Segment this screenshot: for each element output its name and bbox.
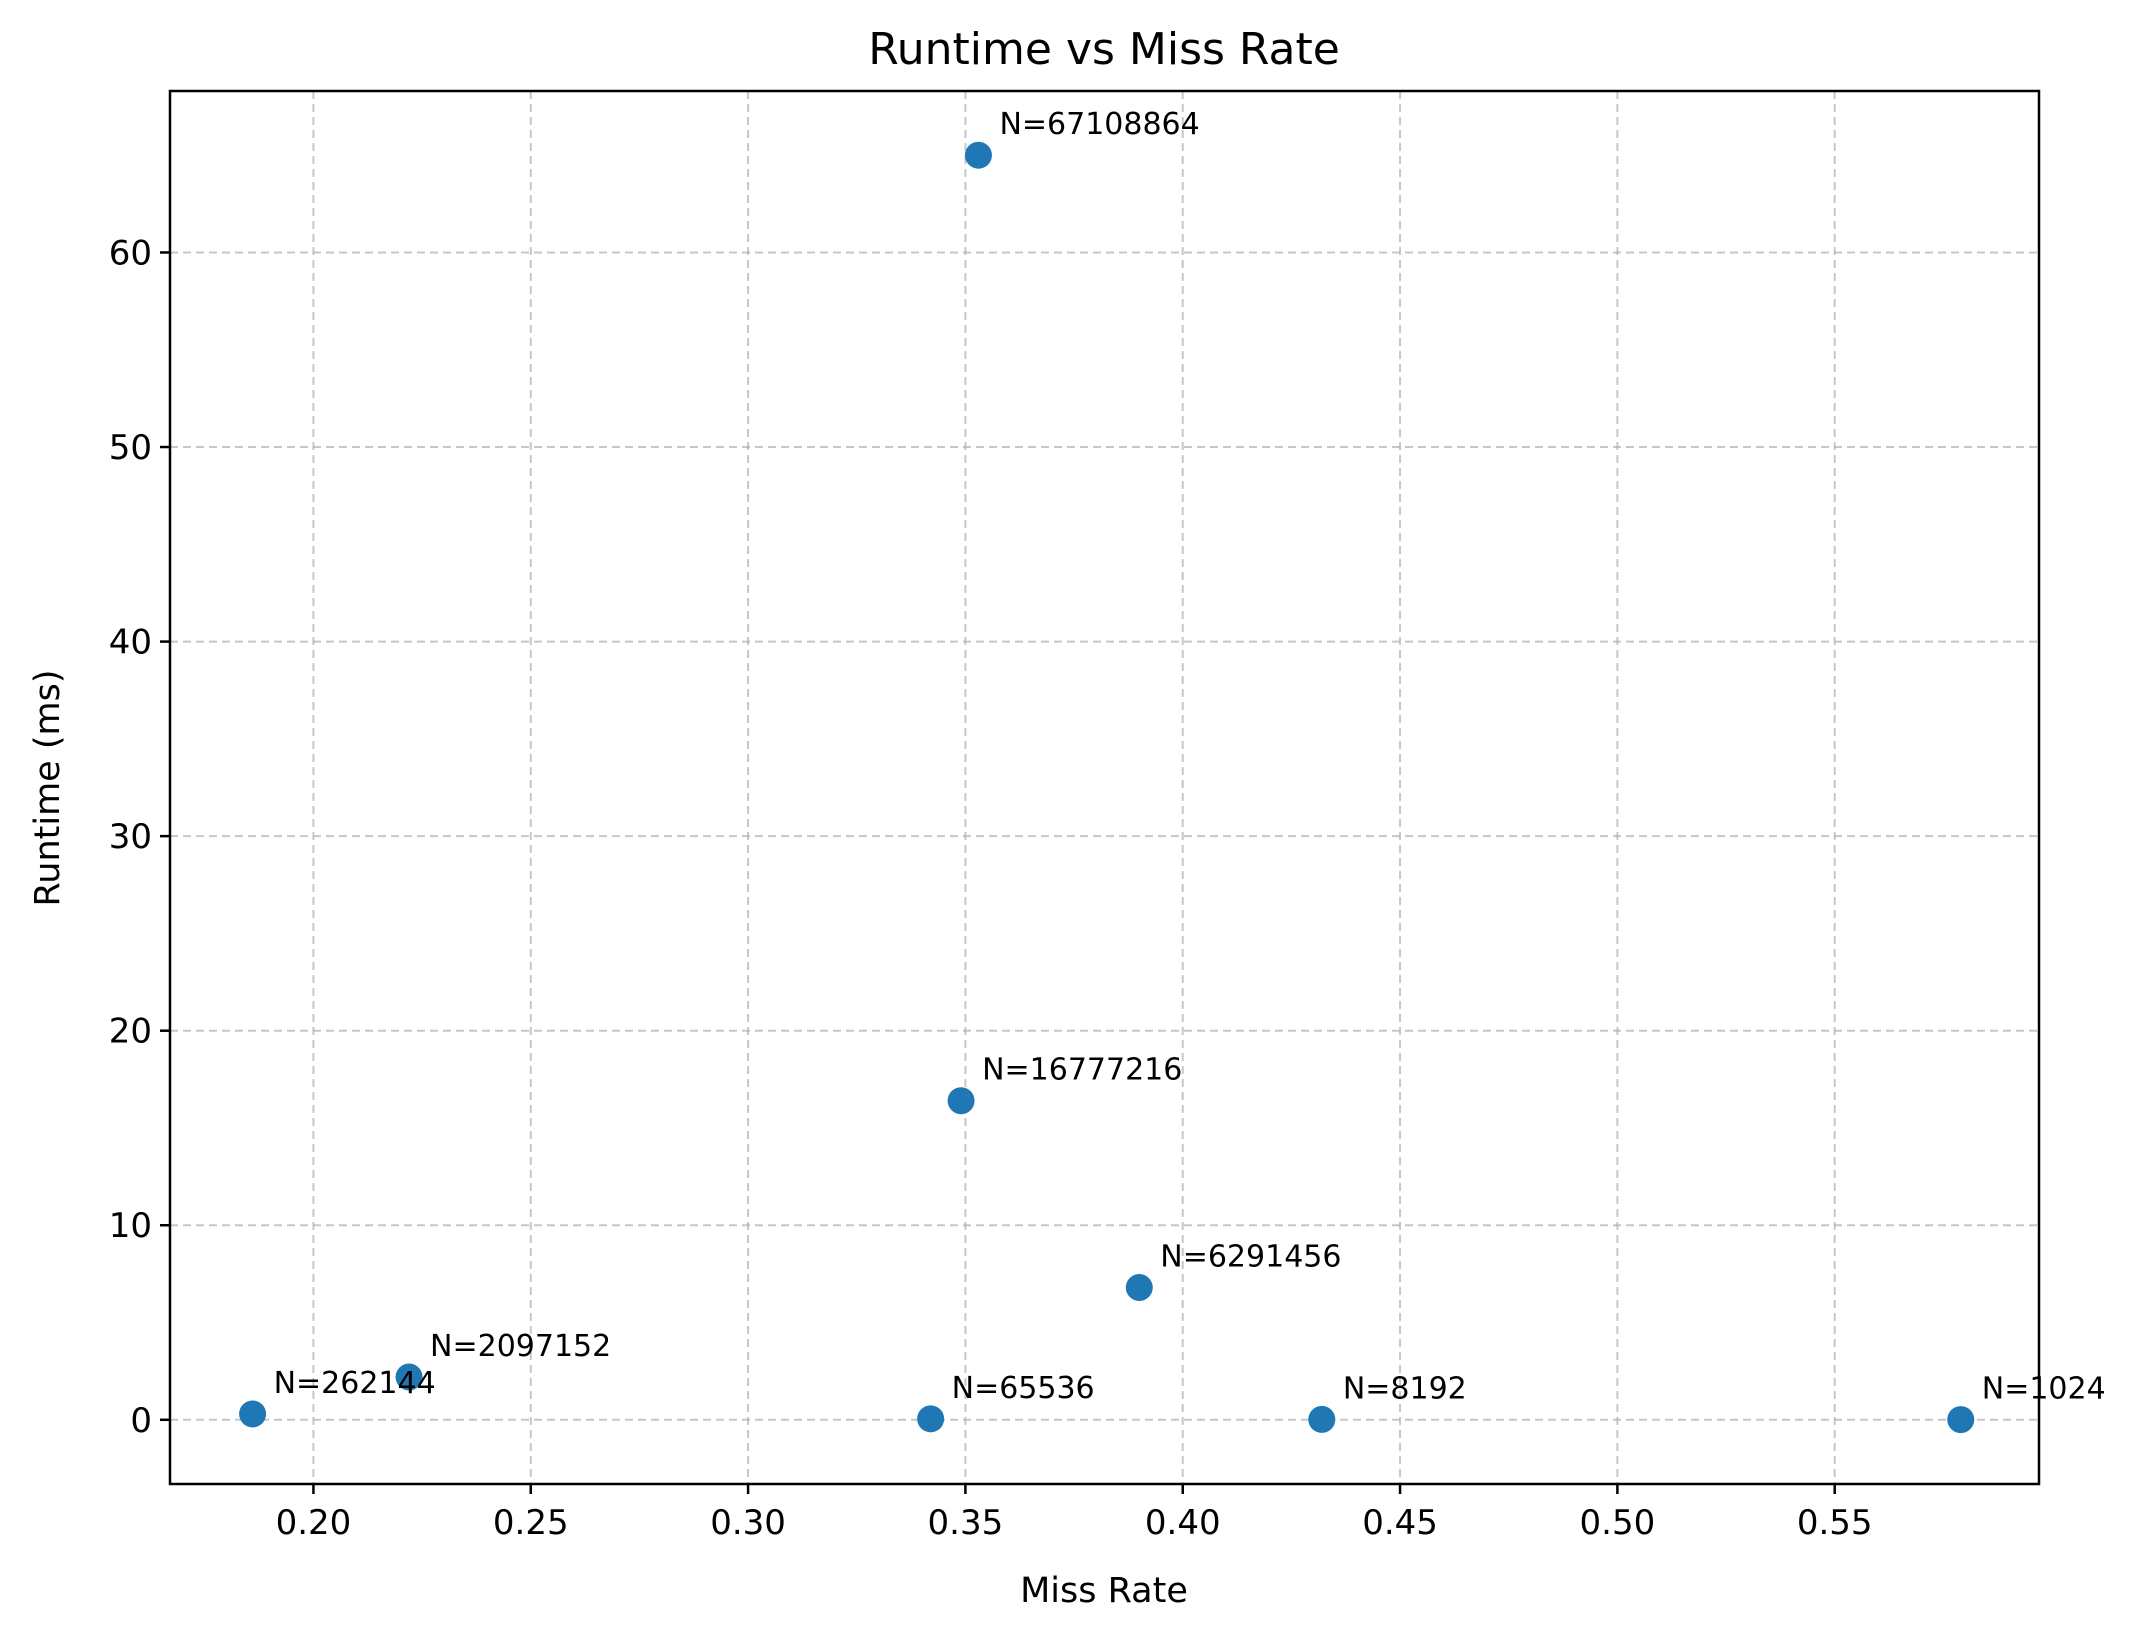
point-label: N=2097152	[430, 1329, 611, 1364]
x-tick-label: 0.30	[710, 1503, 786, 1543]
x-tick-label: 0.25	[493, 1503, 569, 1543]
x-tick-label: 0.45	[1362, 1503, 1438, 1543]
point-label: N=16777216	[982, 1053, 1182, 1088]
y-tick-label: 0	[130, 1401, 152, 1441]
point-label: N=67108864	[999, 107, 1199, 142]
scatter-point	[964, 141, 992, 169]
x-axis-label: Miss Rate	[1020, 1571, 1188, 1611]
y-tick-label: 50	[109, 428, 152, 468]
point-label: N=6291456	[1160, 1240, 1341, 1275]
x-tick-label: 0.55	[1797, 1503, 1873, 1543]
axis-ticks: 0.20 0.25 0.30 0.35 0.40 0.45 0.50 0.55 0 10 20 30 4…	[109, 233, 1873, 1543]
scatter-point	[1947, 1406, 1975, 1434]
x-tick-label: 0.35	[928, 1503, 1004, 1543]
scatter-point	[239, 1400, 267, 1428]
scatter-point	[395, 1363, 423, 1391]
y-tick-label: 40	[109, 623, 152, 663]
point-label: N=1024	[1982, 1372, 2106, 1407]
y-tick-label: 30	[109, 817, 152, 857]
x-tick-label: 0.50	[1580, 1503, 1656, 1543]
scatter-point	[1125, 1274, 1153, 1302]
y-tick-label: 60	[109, 233, 152, 273]
point-label: N=65536	[952, 1371, 1095, 1406]
chart-title: Runtime vs Miss Rate	[868, 24, 1340, 75]
plot-frame	[168, 89, 2041, 1486]
y-tick-label: 20	[109, 1012, 152, 1052]
x-tick-label: 0.40	[1145, 1503, 1221, 1543]
y-axis-label: Runtime (ms)	[28, 670, 68, 907]
y-tick-label: 10	[109, 1206, 152, 1246]
scatter-point	[917, 1405, 945, 1433]
data-points	[239, 141, 1975, 1434]
scatter-point	[1308, 1405, 1336, 1433]
scatter-point	[947, 1087, 975, 1115]
x-tick-label: 0.20	[276, 1503, 352, 1543]
point-label: N=8192	[1343, 1371, 1467, 1406]
grid-lines	[170, 91, 2039, 1484]
point-label: N=262144	[274, 1366, 436, 1401]
